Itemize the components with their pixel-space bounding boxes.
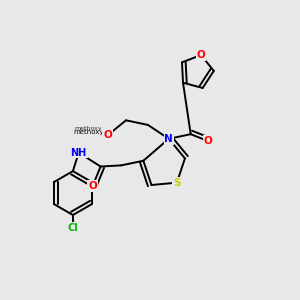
- Text: O: O: [196, 50, 205, 60]
- Text: S: S: [173, 178, 181, 188]
- Text: N: N: [164, 134, 173, 144]
- Text: NH: NH: [70, 148, 87, 158]
- Text: N: N: [164, 134, 173, 144]
- Text: methoxy: methoxy: [74, 126, 102, 131]
- Text: NH: NH: [70, 148, 87, 158]
- Text: O: O: [103, 130, 112, 140]
- Text: methoxy: methoxy: [74, 129, 104, 135]
- Text: O: O: [204, 136, 212, 146]
- Text: Cl: Cl: [68, 223, 78, 233]
- Text: O: O: [103, 130, 112, 140]
- Text: Cl: Cl: [68, 223, 78, 233]
- Text: N: N: [164, 134, 173, 144]
- Text: O: O: [88, 181, 97, 191]
- Text: O: O: [204, 136, 212, 146]
- Text: O: O: [88, 181, 97, 191]
- Text: S: S: [173, 178, 181, 188]
- Text: O: O: [196, 50, 205, 60]
